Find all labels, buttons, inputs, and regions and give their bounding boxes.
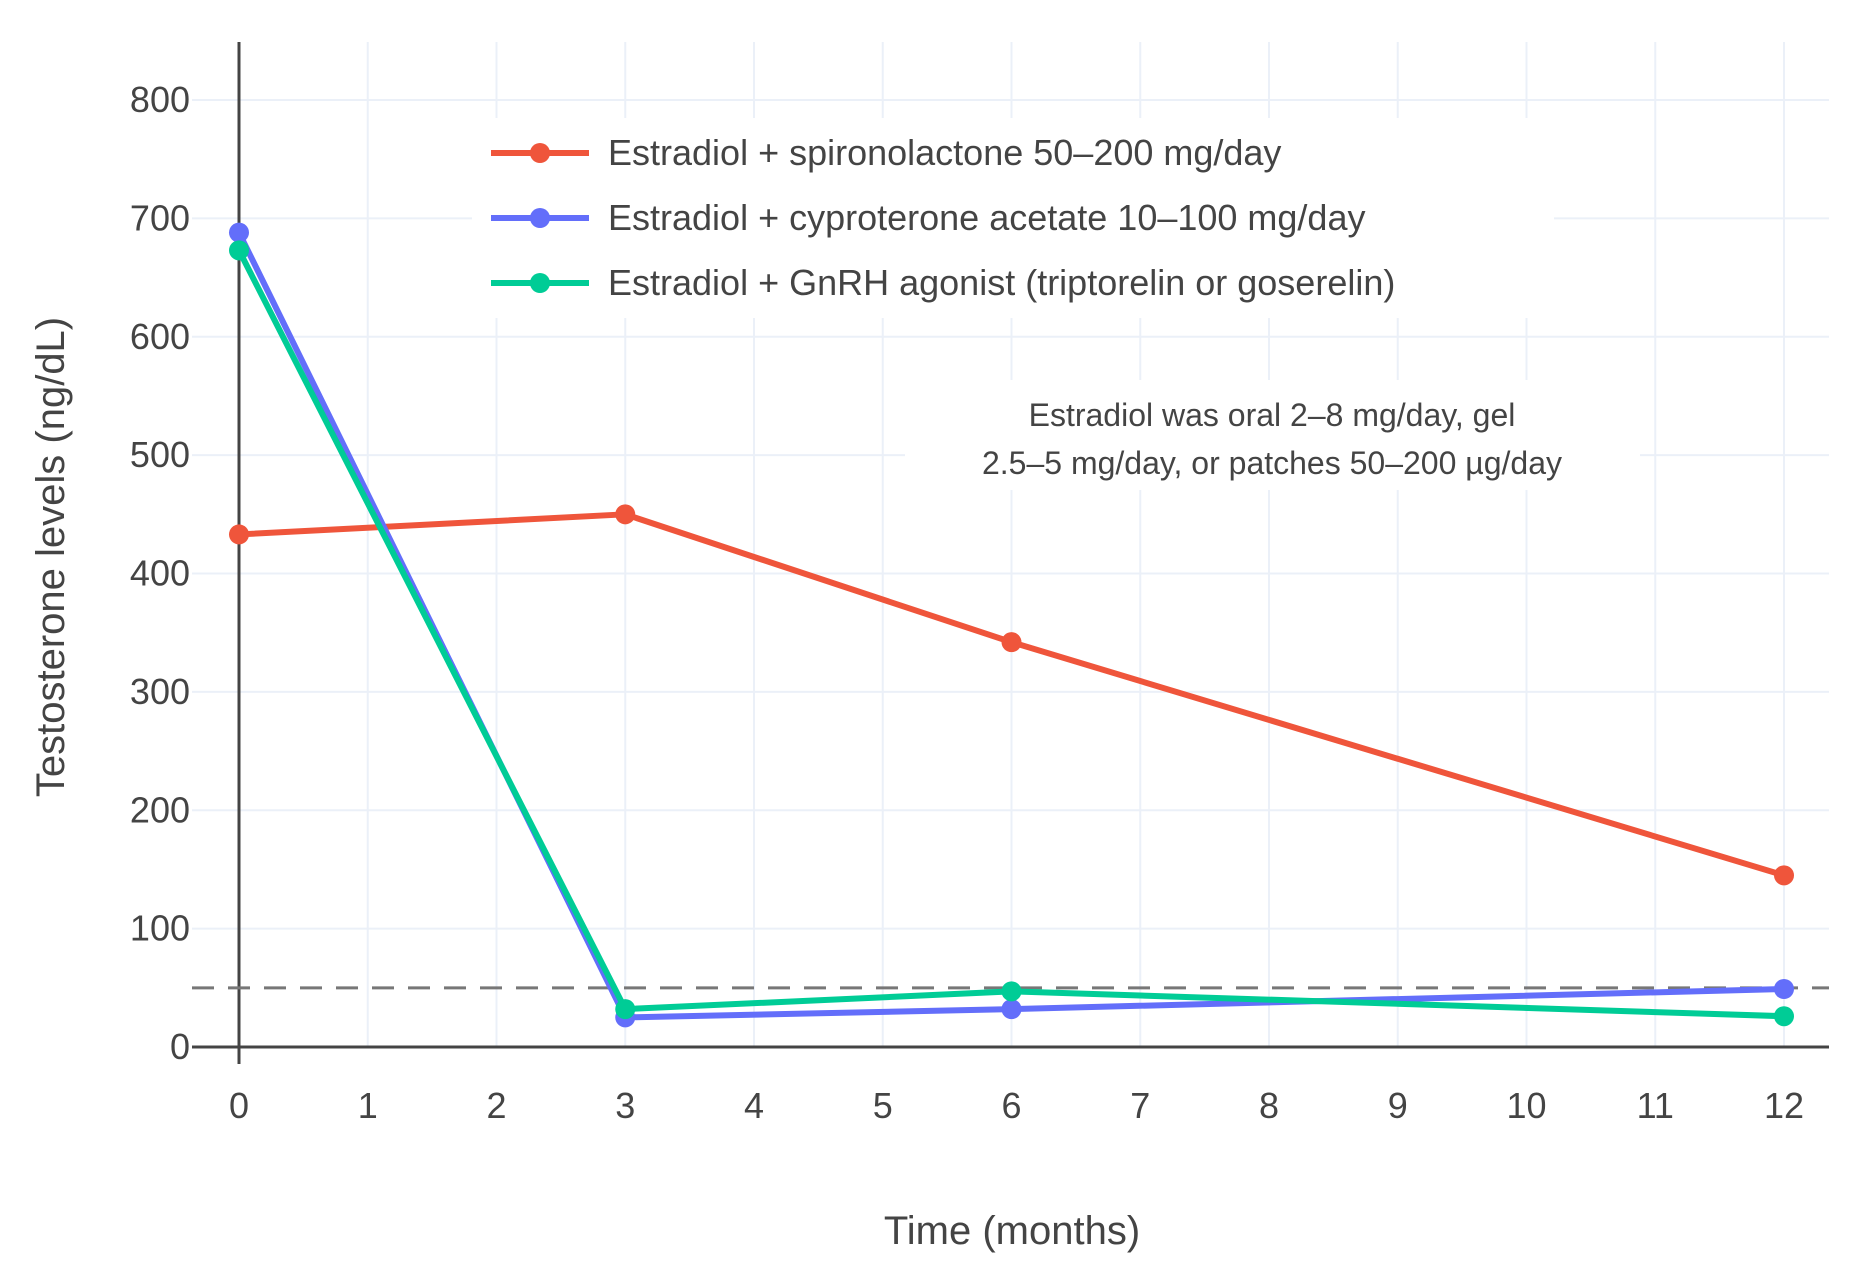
data-point [615,999,636,1020]
x-tick-label: 4 [744,1085,764,1126]
x-tick-label: 1 [358,1085,378,1126]
data-point [1774,865,1794,886]
data-point [1001,981,1022,1002]
y-tick-label: 600 [130,316,190,357]
y-tick-label: 700 [130,197,190,238]
data-point [1001,632,1022,653]
x-tick-label: 8 [1259,1085,1279,1126]
legend-item[interactable]: Estradiol + spironolactone 50–200 mg/day [491,132,1281,173]
x-tick-label: 9 [1388,1085,1408,1126]
data-point [1774,978,1794,999]
legend[interactable]: Estradiol + spironolactone 50–200 mg/day… [472,118,1554,318]
y-tick-label: 800 [130,79,190,120]
data-point [1001,999,1022,1020]
data-point [229,240,249,261]
x-tick-label: 7 [1130,1085,1150,1126]
legend-swatch-marker [530,143,550,163]
axes [192,42,1829,1064]
legend-item[interactable]: Estradiol + GnRH agonist (triptorelin or… [491,262,1395,303]
x-tick-label: 11 [1637,1085,1674,1126]
x-tick-label: 5 [873,1085,893,1126]
data-point [229,222,249,243]
legend-label: Estradiol + cyproterone acetate 10–100 m… [608,197,1365,238]
data-point [615,504,636,525]
x-tick-label: 2 [486,1085,506,1126]
data-point [1774,1006,1794,1027]
x-axis-title: Time (months) [884,1209,1140,1253]
y-tick-label: 100 [130,908,190,949]
annotation-text: 2.5–5 mg/day, or patches 50–200 µg/day [982,445,1562,481]
x-tick-label: 3 [615,1085,635,1126]
legend-label: Estradiol + GnRH agonist (triptorelin or… [608,262,1395,303]
y-tick-label: 300 [130,671,190,712]
legend-swatch-marker [530,208,550,228]
data-point [229,524,249,545]
legend-label: Estradiol + spironolactone 50–200 mg/day [608,132,1281,173]
y-tick-label: 500 [130,434,190,475]
series-line [236,248,1785,1020]
tick-labels: 0 1 2 3 4 5 6 7 8 9 10 11 12010020030040050060070080… [130,79,1804,1126]
y-tick-label: 400 [130,553,190,594]
annotation-background [905,380,1640,490]
legend-item[interactable]: Estradiol + cyproterone acetate 10–100 m… [491,197,1365,238]
x-tick-label: 12 [1764,1085,1804,1126]
legend-swatch-marker [530,273,550,293]
y-tick-label: 200 [130,789,190,830]
x-tick-label: 0 [229,1085,249,1126]
y-axis-title: Testosterone levels (ng/dL) [29,317,73,797]
x-tick-label: 10 [1506,1085,1546,1126]
y-tick-label: 0 [170,1026,190,1067]
annotation-text: Estradiol was oral 2–8 mg/day, gel [1029,397,1516,433]
annotation: Estradiol was oral 2–8 mg/day, gel 2.5–5 … [905,380,1640,490]
series-layer [229,222,1794,1028]
series-line [238,511,1785,879]
legend-background [472,118,1554,318]
x-tick-label: 6 [1001,1085,1021,1126]
